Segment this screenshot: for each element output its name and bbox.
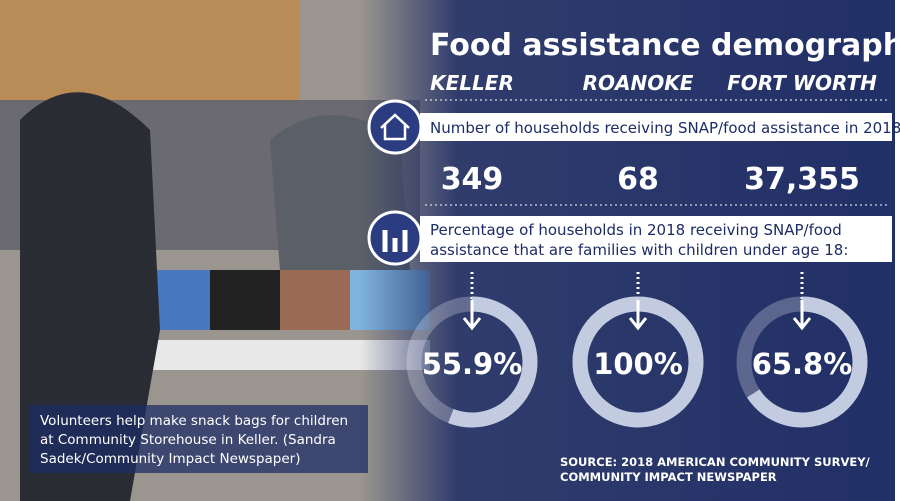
- arrow: [792, 300, 812, 331]
- caption-box: [30, 405, 368, 473]
- source: SOURCE: 2018 AMERICAN COMMUNITY SURVEY/: [560, 455, 871, 469]
- question: Percentage of households in 2018 receivi…: [430, 221, 842, 239]
- band: [420, 113, 892, 141]
- house-icon: [380, 113, 410, 141]
- household-count: 349: [441, 162, 504, 197]
- percent-label: 100%: [593, 347, 683, 381]
- percent-label: 55.9%: [422, 347, 523, 381]
- family-icon: [382, 230, 408, 252]
- edge: [895, 0, 900, 501]
- city-name: KELLER: [430, 71, 514, 95]
- city-name: ROANOKE: [583, 71, 694, 95]
- percent-label: 65.8%: [752, 347, 853, 381]
- question: Number of households receiving SNAP/food…: [430, 119, 900, 137]
- band: [420, 216, 892, 262]
- caption: Sadek/Community Impact Newspaper): [40, 451, 301, 467]
- household-count: 37,355: [744, 162, 860, 197]
- title: Food assistance demographics: [430, 28, 900, 63]
- house-icon: [367, 99, 423, 155]
- arrow: [462, 300, 482, 331]
- source: COMMUNITY IMPACT NEWSPAPER: [560, 470, 777, 484]
- caption: at Community Storehouse in Keller. (Sand…: [40, 432, 336, 448]
- question: assistance that are families with childr…: [430, 241, 848, 259]
- caption: Volunteers help make snack bags for chil…: [40, 413, 348, 429]
- household-count: 68: [617, 162, 659, 197]
- city-name: FORT WORTH: [727, 71, 877, 95]
- arrow: [628, 300, 648, 331]
